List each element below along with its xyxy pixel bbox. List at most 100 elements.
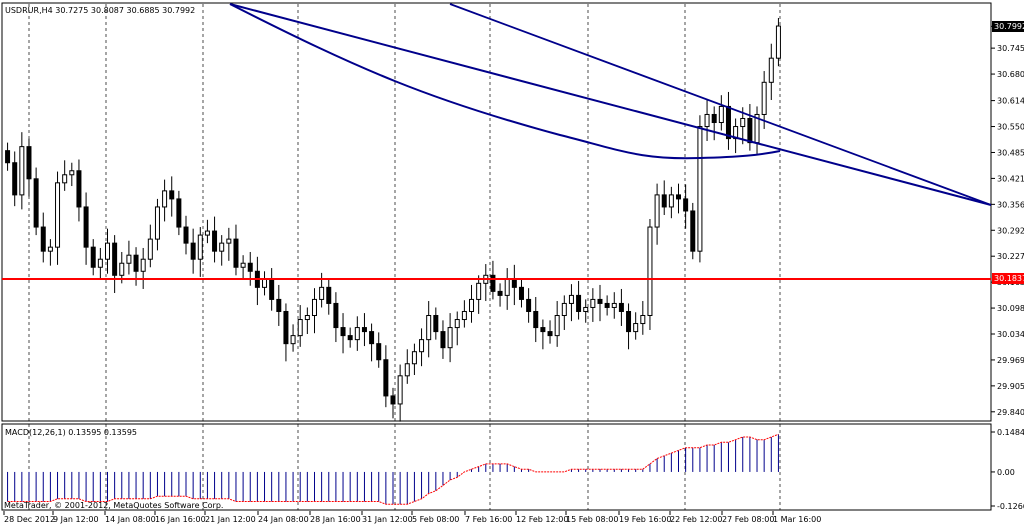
candles-layer bbox=[5, 17, 781, 422]
time-tick-label: 12 Feb 12:00 bbox=[516, 515, 568, 524]
candle-body bbox=[169, 190, 175, 200]
candle-body bbox=[433, 315, 439, 333]
candle-body bbox=[740, 117, 746, 128]
candle-body bbox=[419, 339, 425, 353]
support-price-badge bbox=[992, 273, 1024, 284]
moving-average-curve[interactable] bbox=[229, 3, 781, 160]
candle-body bbox=[447, 327, 453, 349]
candle-body bbox=[683, 198, 689, 212]
candle-body bbox=[469, 298, 475, 312]
price-tick-label: 30.2275 bbox=[997, 252, 1024, 261]
macd-info: MACD(12,26,1) 0.13595 0.13595 bbox=[5, 428, 137, 437]
candle-body bbox=[633, 323, 639, 333]
candle-body bbox=[404, 363, 410, 377]
candle-body bbox=[354, 327, 360, 341]
candle-body bbox=[212, 230, 218, 252]
candle-body bbox=[233, 238, 239, 268]
price-tick-label: 30.6805 bbox=[997, 70, 1024, 79]
candle-body bbox=[269, 278, 275, 300]
candle-body bbox=[326, 286, 332, 304]
candle-body bbox=[62, 174, 68, 184]
candle-body bbox=[376, 343, 382, 361]
candle-body bbox=[611, 302, 617, 308]
time-tick-label: 24 Jan 08:00 bbox=[258, 515, 309, 524]
candle-body bbox=[618, 302, 624, 312]
candle-body bbox=[97, 258, 103, 268]
candle-body bbox=[133, 254, 139, 272]
candle-body bbox=[240, 262, 246, 268]
copyright-text: MetaTrader, © 2001-2012, MetaQuotes Soft… bbox=[4, 501, 223, 510]
candle-body bbox=[154, 206, 160, 240]
macd-tick-label: -0.1266 bbox=[997, 502, 1024, 511]
macd-panel-frame bbox=[1, 423, 992, 511]
candle-body bbox=[733, 126, 739, 140]
candle-body bbox=[526, 298, 532, 312]
candle-body bbox=[568, 294, 574, 304]
time-tick-label: 9 Jan 12:00 bbox=[53, 515, 99, 524]
price-tick-label: 30.4210 bbox=[997, 174, 1024, 183]
candle-body bbox=[518, 286, 524, 300]
candle-body bbox=[768, 57, 774, 83]
candle-body bbox=[304, 315, 310, 321]
candle-body bbox=[533, 310, 539, 329]
current-price-label: 30.7992 bbox=[994, 22, 1024, 31]
time-tick-label: 28 Jan 16:00 bbox=[310, 515, 361, 524]
time-tick-label: 19 Feb 16:00 bbox=[619, 515, 671, 524]
candle-body bbox=[704, 113, 710, 128]
candle-body bbox=[76, 170, 82, 208]
price-tick-label: 29.9050 bbox=[997, 382, 1024, 391]
period-separators bbox=[28, 4, 781, 510]
macd-signal-line bbox=[7, 433, 779, 505]
candle-body bbox=[547, 331, 553, 337]
price-tick-label: 30.6145 bbox=[997, 97, 1024, 106]
candle-body bbox=[347, 335, 353, 341]
candle-body bbox=[647, 226, 653, 317]
candle-body bbox=[590, 298, 596, 308]
candle-body bbox=[676, 194, 682, 200]
candle-body bbox=[204, 230, 210, 236]
candle-body bbox=[390, 395, 396, 405]
candle-body bbox=[490, 274, 496, 292]
candle-body bbox=[340, 327, 346, 337]
candle-body bbox=[283, 310, 289, 345]
time-tick-label: 22 Feb 12:00 bbox=[670, 515, 722, 524]
time-tick-label: 27 Feb 08:00 bbox=[722, 515, 774, 524]
price-tick-label: 30.0985 bbox=[997, 304, 1024, 313]
time-tick-label: 1 Mar 16:00 bbox=[773, 515, 821, 524]
time-tick-label: 15 Feb 08:00 bbox=[566, 515, 618, 524]
macd-tick-label: 0.00 bbox=[997, 468, 1015, 477]
candle-body bbox=[476, 282, 482, 300]
candle-body bbox=[775, 25, 781, 59]
candle-body bbox=[411, 351, 417, 365]
candle-body bbox=[690, 210, 696, 252]
downtrend-line[interactable] bbox=[229, 3, 992, 206]
price-tick-label: 30.7450 bbox=[997, 44, 1024, 53]
candle-body bbox=[661, 194, 667, 208]
candle-body bbox=[576, 294, 582, 312]
candle-body bbox=[497, 290, 503, 296]
candle-body bbox=[511, 278, 517, 288]
price-tick-label: 30.2920 bbox=[997, 226, 1024, 235]
candle-body bbox=[361, 327, 367, 333]
candle-body bbox=[454, 319, 460, 329]
price-tick-label: 29.9695 bbox=[997, 356, 1024, 365]
channel-line[interactable] bbox=[449, 3, 992, 206]
candle-body bbox=[112, 242, 118, 276]
candle-body bbox=[583, 306, 589, 312]
candle-body bbox=[540, 327, 546, 333]
candle-body bbox=[626, 310, 632, 333]
candle-body bbox=[262, 278, 268, 288]
candle-body bbox=[718, 105, 724, 124]
macd-tick-label: 0.14844 bbox=[997, 428, 1024, 437]
candle-body bbox=[69, 170, 75, 176]
candle-body bbox=[504, 278, 510, 296]
candle-body bbox=[440, 331, 446, 349]
candle-body bbox=[604, 302, 610, 308]
candle-body bbox=[40, 226, 46, 252]
symbol-info: USDRUR,H4 30.7275 30.8087 30.6885 30.799… bbox=[5, 6, 195, 15]
candle-body bbox=[47, 246, 53, 252]
candle-body bbox=[333, 302, 339, 329]
